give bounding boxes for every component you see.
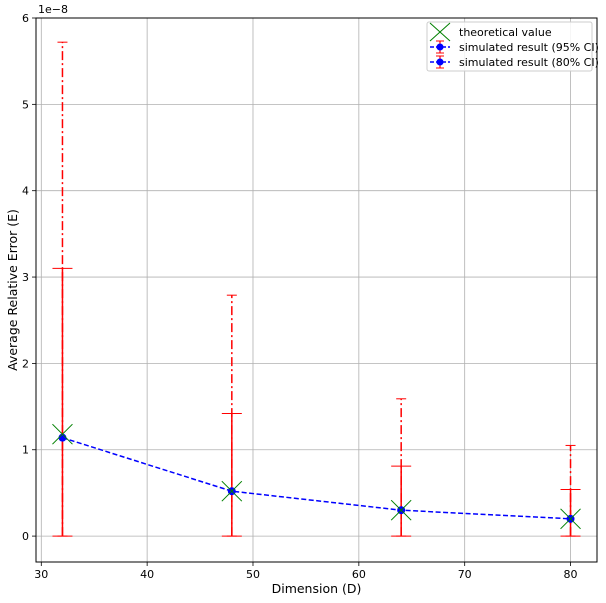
x-tick-label: 50 — [246, 568, 260, 581]
x-tick-label: 70 — [458, 568, 472, 581]
legend-entry-label: simulated result (80% CI) — [459, 56, 599, 69]
theoretical-point — [390, 499, 412, 521]
legend-theoretical-marker — [429, 22, 451, 42]
y-tick-label: 2 — [22, 357, 29, 370]
error-bars — [52, 41, 581, 537]
x-tick-label: 40 — [140, 568, 154, 581]
y-scale-label: 1e−8 — [38, 3, 68, 16]
x-tick-label: 30 — [34, 568, 48, 581]
legend: theoretical value simulated result (95% C… — [426, 21, 599, 72]
y-tick-label: 6 — [22, 12, 29, 25]
series-markers — [52, 423, 581, 530]
simulated-line — [62, 436, 571, 520]
axis-ticks: 30 40 50 60 70 80 0 1 2 3 4 5 6 — [22, 12, 578, 581]
y-tick-label: 1 — [22, 444, 29, 457]
theoretical-point — [52, 423, 73, 445]
theoretical-point — [560, 508, 581, 530]
legend-box — [426, 21, 593, 72]
plot-frame — [35, 17, 598, 563]
x-tick-label: 60 — [352, 568, 366, 581]
legend-point-handle — [436, 58, 444, 66]
legend-entry-label: theoretical value — [459, 26, 552, 39]
series-lines — [62, 436, 571, 520]
y-axis-label: Average Relative Error (E) — [5, 209, 20, 371]
legend-entry-label: simulated result (95% CI) — [459, 41, 599, 54]
y-tick-label: 4 — [22, 185, 29, 198]
x-tick-label: 80 — [564, 568, 578, 581]
theoretical-point — [221, 480, 243, 502]
y-tick-label: 0 — [22, 530, 29, 543]
y-tick-label: 3 — [22, 271, 29, 284]
y-tick-label: 5 — [22, 98, 29, 111]
grid — [36, 17, 597, 562]
x-axis-label: Dimension (D) — [272, 581, 362, 596]
legend-point-handle — [436, 43, 444, 51]
